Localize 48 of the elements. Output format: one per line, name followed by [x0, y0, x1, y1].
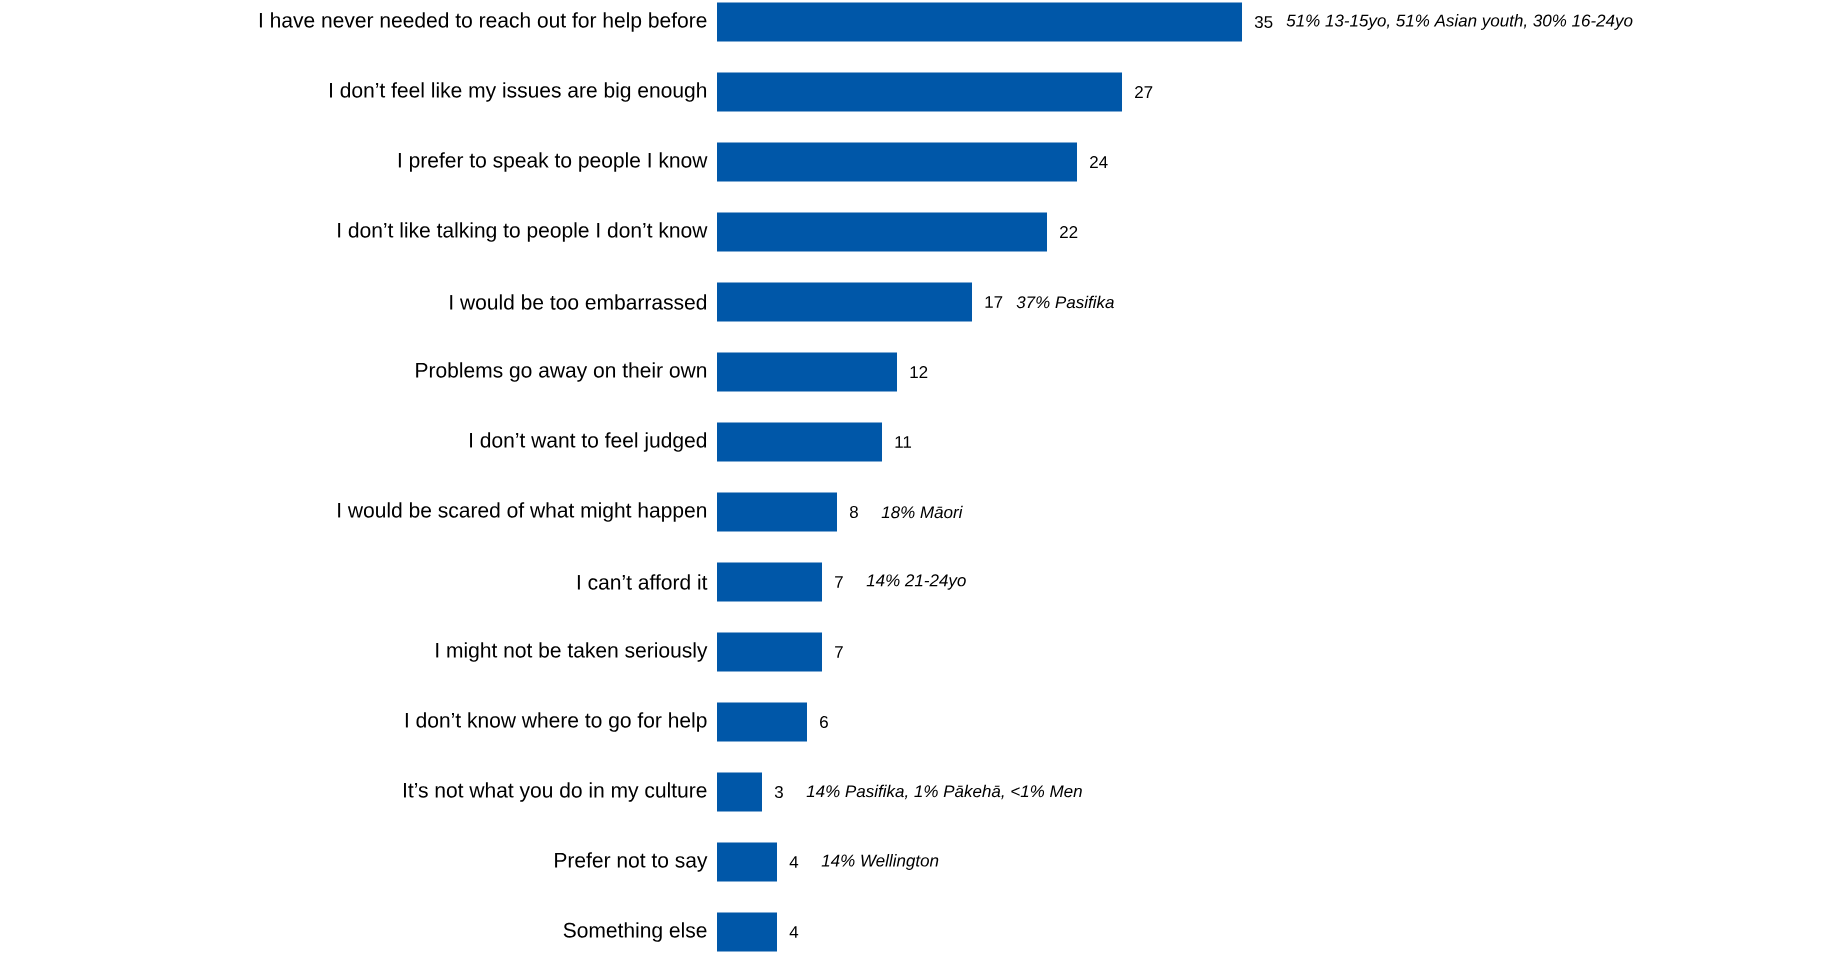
data-label: 24	[1090, 156, 1108, 168]
data-label: 7	[835, 576, 843, 588]
y-tick-label: I don’t know where to go for help	[405, 712, 707, 732]
data-label: 3	[774, 785, 783, 799]
bar	[717, 422, 883, 462]
data-label: 11	[895, 436, 912, 448]
annotation: 18% Māori	[881, 505, 963, 519]
data-label: 7	[835, 646, 843, 658]
data-label: 6	[820, 715, 828, 729]
y-tick-label: I would be scared of what might happen	[338, 502, 707, 522]
y-tick-label: I don’t want to feel judged	[470, 432, 707, 452]
annotation: 37% Pasifika	[1016, 295, 1114, 309]
data-label: 8	[849, 505, 858, 519]
bar	[717, 352, 898, 392]
data-label: 17	[985, 296, 1003, 308]
bar	[717, 842, 778, 882]
y-tick-label: Something else	[563, 922, 707, 942]
bar	[717, 212, 1048, 252]
y-tick-label: It’s not what you do in my culture	[403, 782, 707, 802]
data-label: 12	[910, 366, 928, 378]
bar	[717, 282, 973, 322]
data-label: 4	[789, 856, 799, 868]
bar	[717, 562, 823, 602]
annotation: 51% 13-15yo, 51% Asian youth, 30% 16-24yo	[1286, 14, 1633, 30]
y-tick-label: I can’t afford it	[577, 574, 708, 590]
data-label: 27	[1135, 86, 1153, 98]
data-label: 22	[1060, 226, 1078, 238]
bar	[717, 912, 778, 952]
data-label: 35	[1254, 15, 1273, 29]
bar	[717, 632, 823, 672]
bar	[717, 702, 807, 742]
y-tick-label: I might not be taken seriously	[436, 642, 708, 662]
annotation: 14% Pasifika, 1% Pākehā, <1% Men	[806, 784, 1082, 800]
y-tick-label: Problems go away on their own	[416, 362, 707, 382]
bar	[717, 2, 1243, 42]
bar	[717, 142, 1078, 182]
bar	[717, 72, 1123, 112]
y-tick-label: I don’t feel like my issues are big enough	[330, 82, 707, 102]
bar	[717, 492, 838, 532]
y-tick-label: Prefer not to say	[555, 852, 708, 872]
bar	[717, 772, 762, 812]
y-tick-label: I would be too embarrassed	[450, 294, 707, 310]
annotation: 14% Wellington	[821, 854, 939, 870]
y-tick-label: I prefer to speak to people I know	[398, 152, 708, 172]
annotation: 14% 21-24yo	[866, 574, 966, 590]
y-tick-label: I have never needed to reach out for help before	[259, 12, 707, 32]
y-tick-label: I don’t like talking to people I don’t know	[338, 222, 708, 242]
data-label: 4	[789, 926, 799, 938]
